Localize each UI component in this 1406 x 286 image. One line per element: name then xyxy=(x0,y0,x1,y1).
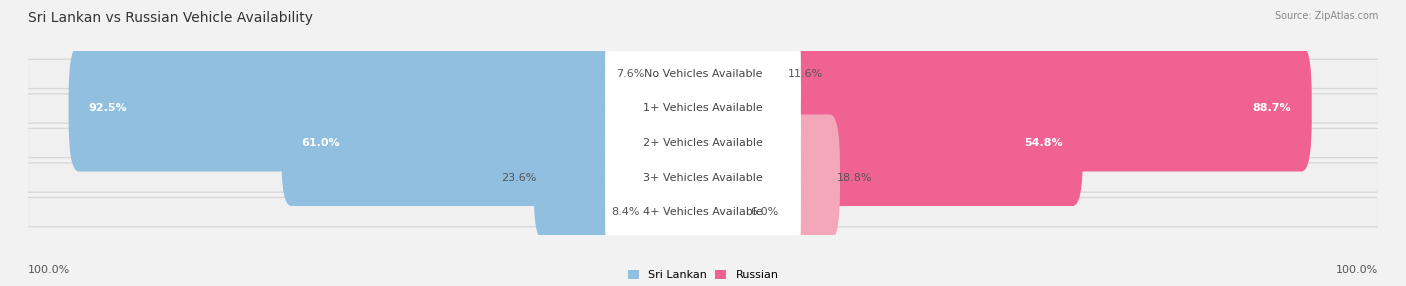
Text: 8.4%: 8.4% xyxy=(612,207,640,217)
Text: 23.6%: 23.6% xyxy=(502,172,537,182)
FancyBboxPatch shape xyxy=(69,45,713,172)
FancyBboxPatch shape xyxy=(641,11,713,137)
Text: 88.7%: 88.7% xyxy=(1253,104,1292,114)
Text: 100.0%: 100.0% xyxy=(28,265,70,275)
Text: 11.6%: 11.6% xyxy=(787,69,824,79)
Text: 61.0%: 61.0% xyxy=(301,138,340,148)
Text: 6.0%: 6.0% xyxy=(751,207,779,217)
FancyBboxPatch shape xyxy=(28,164,1378,192)
FancyBboxPatch shape xyxy=(693,149,754,275)
Text: Source: ZipAtlas.com: Source: ZipAtlas.com xyxy=(1274,11,1378,21)
FancyBboxPatch shape xyxy=(28,128,1378,158)
FancyBboxPatch shape xyxy=(28,59,1378,89)
Text: Sri Lankan vs Russian Vehicle Availability: Sri Lankan vs Russian Vehicle Availabili… xyxy=(28,11,314,25)
FancyBboxPatch shape xyxy=(28,162,1378,193)
Text: 3+ Vehicles Available: 3+ Vehicles Available xyxy=(643,172,763,182)
FancyBboxPatch shape xyxy=(28,94,1378,122)
FancyBboxPatch shape xyxy=(281,80,713,206)
Text: 1+ Vehicles Available: 1+ Vehicles Available xyxy=(643,104,763,114)
FancyBboxPatch shape xyxy=(605,96,801,190)
FancyBboxPatch shape xyxy=(28,198,1378,226)
FancyBboxPatch shape xyxy=(693,114,839,241)
FancyBboxPatch shape xyxy=(636,149,713,275)
Text: 100.0%: 100.0% xyxy=(1336,265,1378,275)
FancyBboxPatch shape xyxy=(605,130,801,225)
FancyBboxPatch shape xyxy=(28,197,1378,227)
FancyBboxPatch shape xyxy=(693,45,1312,172)
Legend: Sri Lankan, Russian: Sri Lankan, Russian xyxy=(627,270,779,281)
Text: 4+ Vehicles Available: 4+ Vehicles Available xyxy=(643,207,763,217)
FancyBboxPatch shape xyxy=(28,93,1378,124)
FancyBboxPatch shape xyxy=(605,165,801,259)
FancyBboxPatch shape xyxy=(28,60,1378,88)
FancyBboxPatch shape xyxy=(693,11,792,137)
FancyBboxPatch shape xyxy=(693,80,1083,206)
Text: 92.5%: 92.5% xyxy=(89,104,128,114)
Text: 2+ Vehicles Available: 2+ Vehicles Available xyxy=(643,138,763,148)
Text: No Vehicles Available: No Vehicles Available xyxy=(644,69,762,79)
Text: 18.8%: 18.8% xyxy=(837,172,872,182)
Text: 7.6%: 7.6% xyxy=(617,69,645,79)
FancyBboxPatch shape xyxy=(534,114,713,241)
Text: 54.8%: 54.8% xyxy=(1024,138,1063,148)
FancyBboxPatch shape xyxy=(605,27,801,121)
FancyBboxPatch shape xyxy=(605,61,801,156)
FancyBboxPatch shape xyxy=(28,129,1378,157)
